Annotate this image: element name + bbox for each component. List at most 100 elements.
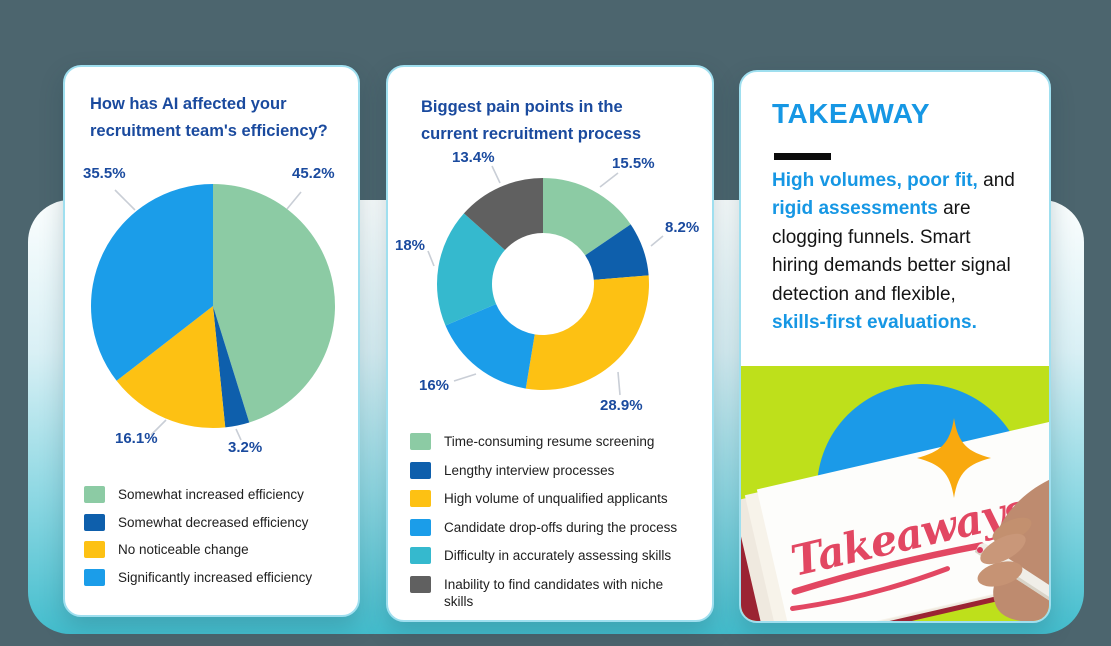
takeaways-illustration: Takeaways	[741, 366, 1049, 621]
takeaway-text: High volumes, poor fit, and rigid assessm…	[772, 167, 1044, 337]
finger	[992, 517, 1032, 543]
callout-line	[453, 373, 477, 382]
takeaway-plain-text: detection and flexible,	[772, 283, 956, 305]
takeaway-accent-text: rigid assessments	[772, 198, 938, 220]
chart-slice	[445, 303, 535, 389]
legend-item: Inability to find candidates with niche …	[410, 575, 684, 611]
legend-item: Significantly increased efficiency	[84, 568, 313, 587]
takeaway-plain-text: hiring demands better signal	[772, 255, 1011, 277]
card-ai-efficiency: How has AI affected your recruitment tea…	[63, 65, 360, 617]
legend-item: Time-consuming resume screening	[410, 433, 684, 451]
takeaway-text-line: clogging funnels. Smart	[772, 224, 1044, 252]
legend-pain-points: Time-consuming resume screening Lengthy i…	[410, 433, 684, 611]
legend-label: High volume of unqualified applicants	[444, 491, 668, 507]
callout-line	[114, 189, 136, 211]
chart-slice	[437, 213, 505, 326]
takeaway-text-line: hiring demands better signal	[772, 252, 1044, 280]
takeaway-heading: TAKEAWAY	[772, 98, 931, 129]
callout-line	[286, 191, 302, 210]
takeaway-plain-text: clogging funnels. Smart	[772, 226, 971, 248]
legend-swatch	[410, 461, 431, 479]
legend-ai-efficiency: Somewhat increased efficiency Somewhat de…	[84, 486, 312, 586]
percent-label: 28.9%	[600, 397, 643, 414]
callout-line	[650, 235, 664, 247]
legend-swatch	[84, 568, 105, 586]
donut-chart-pain-points: 13.4% 15.5% 8.2% 18% 16% 28.9%	[395, 149, 699, 414]
legend-swatch	[84, 513, 105, 531]
chart-title-line: How has AI affected your	[90, 95, 287, 113]
percent-label: 16%	[419, 377, 449, 394]
takeaways-photo: Takeaways	[741, 366, 1049, 621]
percent-label: 13.4%	[452, 149, 495, 166]
chart-slice	[116, 306, 226, 428]
pen-tip	[977, 547, 983, 553]
takeaway-plain-text: and	[977, 170, 1015, 191]
legend-label: Lengthy interview processes	[444, 462, 615, 478]
legend-label: Time-consuming resume screening	[444, 434, 655, 449]
legend-item: Difficulty in accurately assessing skill…	[410, 547, 684, 565]
pie-chart-ai-efficiency: 35.5% 45.2% 16.1% 3.2%	[83, 165, 335, 456]
legend-label: Difficulty in accurately assessing skill…	[444, 548, 672, 564]
callout-line	[491, 165, 501, 184]
finger	[980, 533, 1026, 565]
legend-label: Somewhat decreased efficiency	[118, 514, 309, 530]
legend-label: Inability to find candidates with niche …	[444, 576, 664, 610]
legend-swatch	[410, 518, 431, 536]
percent-label: 35.5%	[83, 165, 126, 182]
chart-slice	[213, 184, 335, 423]
percent-label: 15.5%	[612, 155, 655, 172]
legend-item: No noticeable change	[84, 541, 312, 559]
legend-label: Somewhat increased efficiency	[118, 487, 304, 502]
handwriting-underline-2	[790, 566, 951, 611]
callout-line	[150, 419, 167, 436]
callout-line	[617, 371, 621, 396]
legend-swatch	[84, 486, 105, 503]
chart-slice	[213, 306, 250, 428]
legend-label: Candidate drop-offs during the process	[444, 519, 678, 535]
notebook-top-page	[756, 388, 1049, 621]
legend-swatch	[410, 575, 431, 593]
takeaway-text-line: High volumes, poor fit, and	[772, 167, 1044, 195]
chart-slice	[91, 184, 213, 381]
chart-title-pain-points: Biggest pain points in the current recru…	[421, 94, 641, 147]
percent-label: 16.1%	[115, 430, 158, 447]
chart-title-line: current recruitment process	[421, 124, 642, 143]
takeaway-plain-text: are	[937, 198, 971, 220]
callout-line	[235, 428, 242, 441]
chart-slice	[463, 178, 543, 251]
takeaway-text-line: detection and flexible,	[772, 281, 1044, 309]
takeaway-accent-text: skills-first evaluations.	[772, 312, 977, 334]
legend-label: No noticeable change	[118, 542, 249, 558]
chart-slice	[525, 275, 649, 390]
handwriting-underline	[791, 542, 985, 595]
legend-item: Somewhat decreased efficiency	[84, 513, 312, 532]
percent-label: 8.2%	[665, 219, 699, 236]
callout-line	[427, 250, 435, 267]
takeaway-accent-text: High volumes, poor fit,	[772, 170, 978, 191]
legend-swatch	[410, 490, 431, 508]
chart-slice	[543, 178, 631, 256]
chart-title-line: Biggest pain points in the	[421, 98, 623, 116]
legend-label: Significantly increased efficiency	[118, 569, 313, 585]
percent-label: 18%	[395, 237, 425, 254]
percent-label: 45.2%	[292, 165, 335, 182]
callout-line	[599, 172, 619, 188]
legend-item: High volume of unqualified applicants	[410, 490, 684, 508]
legend-swatch	[410, 547, 431, 565]
takeaway-text-line: skills-first evaluations.	[772, 309, 1044, 337]
chart-title-line: recruitment team's efficiency?	[90, 121, 328, 140]
percent-label: 3.2%	[228, 439, 262, 456]
thumb	[977, 561, 1023, 587]
takeaway-divider	[774, 153, 831, 160]
takeaway-text-line: rigid assessments are	[772, 195, 1044, 223]
sparkle-icon	[917, 418, 991, 498]
chart-title-ai-efficiency: How has AI affected your recruitment tea…	[90, 91, 328, 144]
card-pain-points: Biggest pain points in the current recru…	[386, 65, 714, 622]
legend-swatch	[84, 541, 105, 559]
chart-slice	[585, 224, 649, 280]
legend-swatch	[410, 433, 431, 450]
legend-item: Candidate drop-offs during the process	[410, 518, 684, 537]
card-takeaway: TAKEAWAY High volumes, poor fit, and rigi…	[739, 70, 1051, 623]
legend-item: Somewhat increased efficiency	[84, 486, 312, 504]
